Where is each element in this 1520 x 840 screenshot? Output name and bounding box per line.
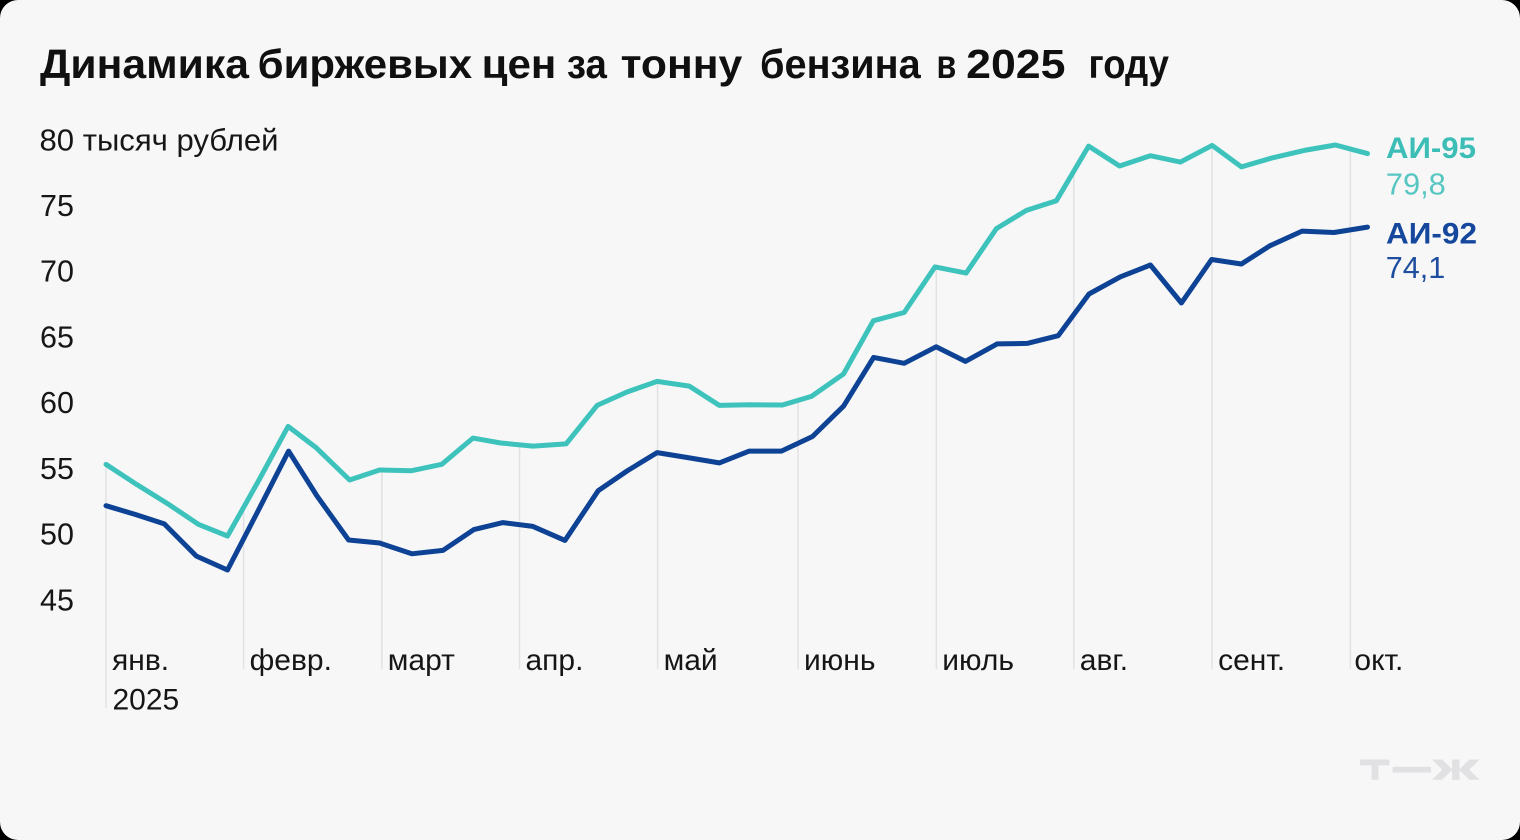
svg-text:март: март xyxy=(388,644,455,677)
svg-text:АИ-95: АИ-95 xyxy=(1386,132,1476,165)
svg-text:цен: цен xyxy=(482,41,557,87)
svg-text:75: 75 xyxy=(40,189,74,223)
svg-text:февр.: февр. xyxy=(250,644,332,677)
svg-text:биржевых: биржевых xyxy=(258,41,473,87)
svg-text:79,8: 79,8 xyxy=(1386,167,1446,201)
svg-text:авг.: авг. xyxy=(1080,644,1128,677)
svg-text:АИ-92: АИ-92 xyxy=(1386,218,1477,251)
svg-text:бензина: бензина xyxy=(760,41,922,87)
svg-text:80 тысяч рублей: 80 тысяч рублей xyxy=(40,123,279,157)
svg-text:янв.: янв. xyxy=(112,644,169,677)
svg-text:сент.: сент. xyxy=(1218,644,1285,677)
svg-text:апр.: апр. xyxy=(526,644,584,677)
svg-text:2025: 2025 xyxy=(113,684,180,717)
svg-text:65: 65 xyxy=(40,321,74,355)
svg-text:60: 60 xyxy=(40,386,74,420)
svg-text:50: 50 xyxy=(40,518,74,552)
svg-text:за: за xyxy=(567,41,608,87)
svg-text:74,1: 74,1 xyxy=(1386,251,1446,285)
svg-text:Динамика: Динамика xyxy=(40,41,250,87)
svg-text:году: году xyxy=(1089,41,1170,87)
svg-text:70: 70 xyxy=(40,255,74,289)
svg-text:окт.: окт. xyxy=(1354,644,1403,677)
svg-text:тонну: тонну xyxy=(621,41,743,87)
svg-text:45: 45 xyxy=(40,583,74,617)
svg-text:55: 55 xyxy=(40,452,74,486)
svg-text:в: в xyxy=(937,41,957,87)
svg-text:июль: июль xyxy=(942,644,1014,677)
svg-text:май: май xyxy=(664,644,718,677)
svg-text:2025: 2025 xyxy=(966,41,1065,87)
svg-text:июнь: июнь xyxy=(804,644,875,677)
